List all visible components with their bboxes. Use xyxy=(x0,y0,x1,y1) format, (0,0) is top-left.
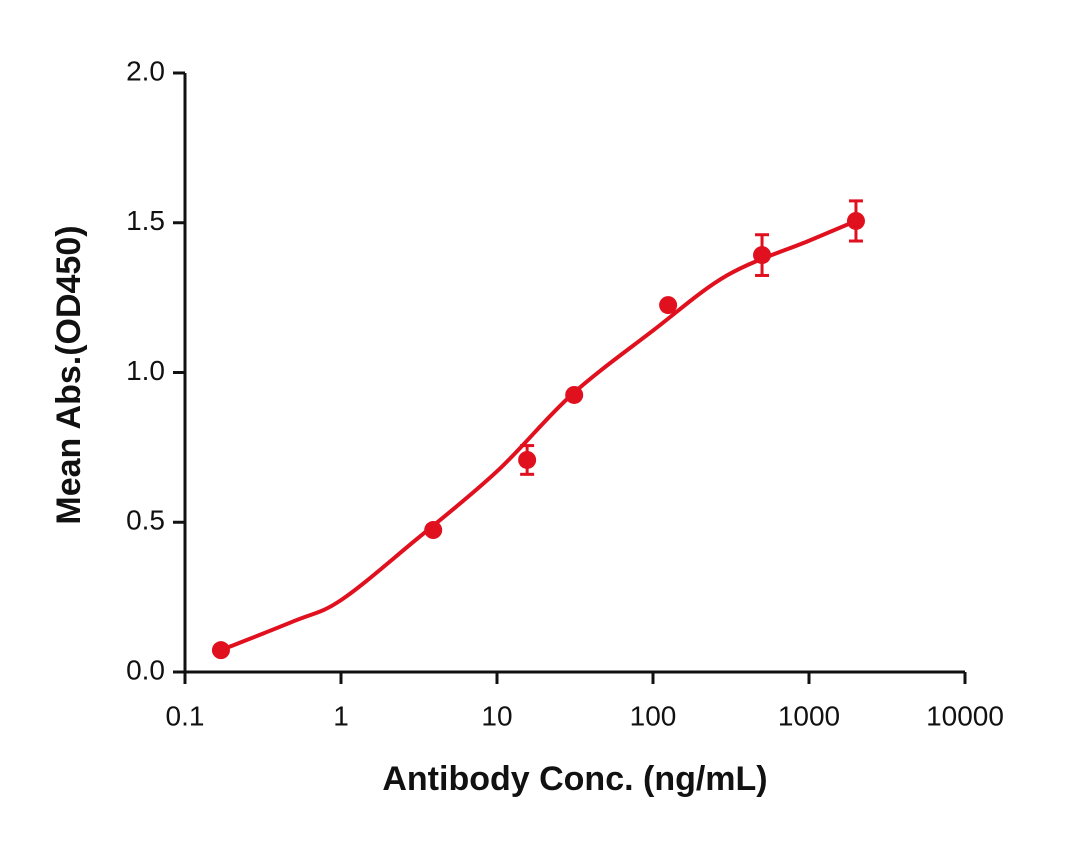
x-tick-label: 1000 xyxy=(778,700,840,731)
y-tick-label: 2.0 xyxy=(126,55,165,86)
data-point xyxy=(846,211,865,230)
x-tick-label: 1 xyxy=(333,700,349,731)
data-point xyxy=(424,521,443,540)
x-tick-label: 10000 xyxy=(926,700,1004,731)
y-axis-title: Mean Abs.(OD450) xyxy=(50,225,88,524)
y-tick-label: 1.0 xyxy=(126,355,165,386)
data-point xyxy=(518,450,537,469)
x-tick-label: 100 xyxy=(630,700,677,731)
y-tick-label: 0.0 xyxy=(126,654,165,685)
x-tick-label: 10 xyxy=(481,700,512,731)
data-point xyxy=(753,246,772,265)
data-point xyxy=(659,296,678,315)
x-axis-title: Antibody Conc. (ng/mL) xyxy=(382,760,767,798)
y-tick-label: 1.5 xyxy=(126,205,165,236)
data-point xyxy=(211,641,230,660)
data-point xyxy=(565,385,584,404)
fit-curve xyxy=(220,219,857,652)
y-tick-label: 0.5 xyxy=(126,505,165,536)
x-tick-label: 0.1 xyxy=(166,700,205,731)
